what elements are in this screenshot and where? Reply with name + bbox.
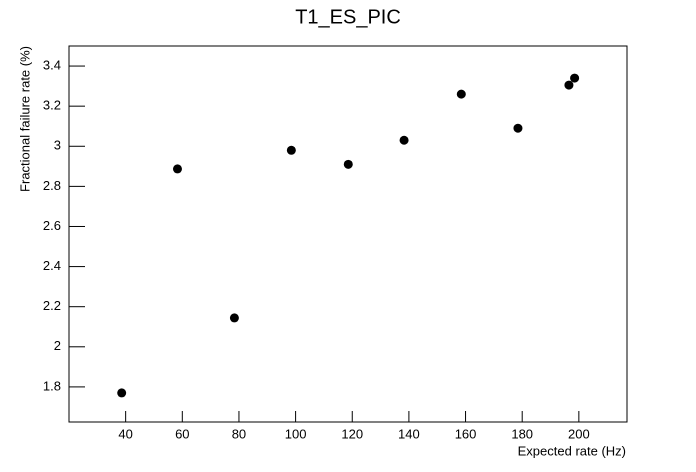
y-tick-label: 1.8 (43, 378, 61, 393)
x-tick-label: 160 (455, 426, 477, 441)
y-axis-label: Fractional failure rate (%) (17, 46, 32, 192)
y-tick-label: 2.4 (43, 258, 61, 273)
y-tick-label: 3.4 (43, 57, 61, 72)
x-tick-label: 180 (511, 426, 533, 441)
point (513, 123, 523, 133)
y-tick-label: 3.2 (43, 98, 61, 113)
x-tick-label: 100 (285, 426, 307, 441)
x-tick-label: 40 (118, 426, 132, 441)
point (286, 145, 296, 155)
x-tick-label: 80 (232, 426, 246, 441)
y-tick-label: 3 (54, 138, 61, 153)
point (343, 159, 353, 169)
x-tick-label: 60 (175, 426, 189, 441)
x-tick-label: 140 (398, 426, 420, 441)
y-tick-label: 2.8 (43, 178, 61, 193)
point (456, 89, 466, 99)
point (399, 135, 409, 145)
point (172, 164, 182, 174)
point (564, 80, 574, 90)
point (117, 388, 127, 398)
y-tick-label: 2.2 (43, 298, 61, 313)
y-tick-label: 2 (54, 338, 61, 353)
x-axis-label: Expected rate (Hz) (518, 443, 626, 458)
chart-title: T1_ES_PIC (295, 6, 401, 28)
x-tick-label: 120 (341, 426, 363, 441)
point (229, 313, 239, 323)
plot-frame (68, 45, 628, 423)
point (570, 73, 580, 83)
y-tick-label: 2.6 (43, 218, 61, 233)
x-tick-label: 200 (568, 426, 590, 441)
